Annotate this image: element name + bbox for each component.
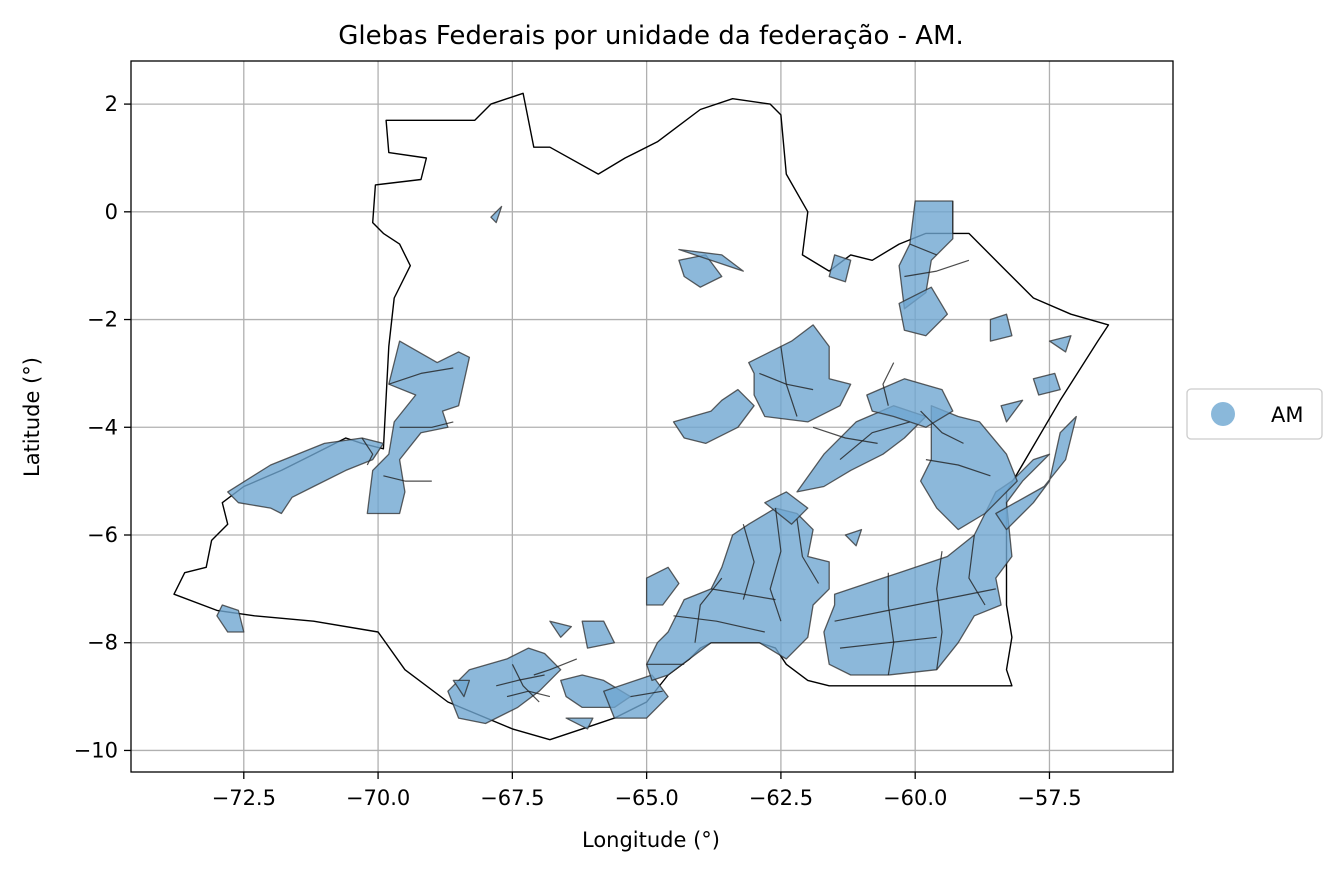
gleba-division-line-13 — [812, 426, 878, 444]
gleba-polygon-20 — [989, 313, 1013, 342]
gleba-polygon-25 — [581, 620, 616, 649]
gleba-division-line-2 — [796, 518, 820, 584]
gleba-division-line-17 — [925, 459, 991, 477]
x-tick-label-2: −67.5 — [480, 786, 544, 810]
gleba-division-line-4 — [673, 615, 765, 633]
gleba-polygon-9 — [919, 405, 1018, 531]
y-tick-label-6: −10 — [74, 738, 118, 762]
gleba-division-line-0 — [742, 524, 755, 600]
y-tick-label-0: 2 — [105, 92, 118, 116]
gleba-polygon-29 — [490, 205, 503, 224]
gleba-polygon-17 — [828, 254, 852, 283]
gleba-division-line-27 — [511, 664, 540, 703]
x-axis-ticks: −72.5 −70.0 −67.5 −65.0 −62.5 −60.0 −57.5 — [212, 772, 1082, 810]
gleba-polygon-16 — [672, 388, 755, 445]
gleba-division-line-15 — [882, 362, 895, 406]
gleba-division-line-19 — [904, 259, 970, 278]
gleba-polygon-26 — [549, 620, 573, 638]
gleba-division-line-16 — [920, 410, 964, 444]
y-tick-label-5: −8 — [87, 631, 118, 655]
gleba-division-lines — [361, 201, 996, 703]
x-axis-title: Longitude (°) — [582, 828, 720, 852]
gleba-polygon-12 — [796, 405, 927, 493]
gleba-division-line-21 — [388, 367, 454, 385]
gleba-division-line-25 — [496, 674, 545, 687]
gleba-division-line-8 — [834, 588, 996, 622]
x-tick-label-5: −60.0 — [883, 786, 947, 810]
y-tick-label-4: −6 — [87, 523, 118, 547]
x-tick-label-6: −57.5 — [1017, 786, 1081, 810]
gleba-division-line-7 — [936, 551, 943, 670]
gleba-division-line-10 — [968, 534, 986, 606]
gleba-polygon-24 — [764, 491, 809, 525]
legend-box — [1186, 388, 1323, 440]
gleba-polygon-10 — [995, 415, 1077, 531]
gleba-polygon-30 — [844, 528, 863, 547]
legend: AM — [1186, 388, 1323, 440]
gleba-polygon-15 — [898, 286, 949, 337]
y-tick-label-3: −4 — [87, 415, 118, 439]
gleba-division-line-20 — [909, 243, 937, 256]
gleba-polygon-22 — [1048, 335, 1072, 353]
gleba-division-line-23 — [383, 475, 432, 482]
chart-title: Glebas Federais por unidade da federação… — [338, 21, 964, 51]
gleba-polygon-21 — [1032, 372, 1061, 396]
y-axis-title: Latitude (°) — [20, 357, 44, 477]
gleba-polygon-23 — [1000, 399, 1024, 423]
gleba-polygon-6 — [645, 507, 830, 682]
glebas-layer — [216, 200, 1077, 730]
legend-marker-am — [1211, 402, 1235, 426]
gleba-division-line-5 — [694, 577, 723, 643]
gleba-polygon-5 — [603, 674, 669, 719]
gleba-division-line-6 — [887, 572, 895, 676]
plot-frame — [130, 60, 1174, 773]
gleba-division-line-28 — [533, 658, 578, 676]
gleba-polygon-19 — [678, 248, 744, 272]
gleba-division-line-1 — [769, 508, 782, 622]
gleba-division-line-14 — [839, 421, 910, 461]
gleba-polygon-11 — [748, 324, 852, 423]
x-tick-label-0: −72.5 — [212, 786, 276, 810]
gleba-division-line-24 — [361, 437, 374, 466]
x-tick-label-1: −70.0 — [346, 786, 410, 810]
y-tick-label-1: 0 — [105, 200, 118, 224]
gleba-polygon-2 — [216, 604, 245, 633]
gleba-division-line-12 — [780, 346, 798, 417]
gleba-division-line-29 — [630, 690, 663, 698]
y-axis-ticks: 2 0 −2 −4 −6 −8 −10 — [74, 92, 131, 762]
gleba-division-line-3 — [711, 588, 776, 601]
gleba-polygon-28 — [565, 717, 594, 730]
gleba-polygon-4 — [447, 647, 562, 725]
gleba-division-line-9 — [839, 636, 937, 649]
y-tick-label-2: −2 — [87, 308, 118, 332]
legend-label-am: AM — [1271, 403, 1303, 427]
gleba-polygon-13 — [866, 378, 954, 428]
gleba-polygon-7 — [645, 566, 680, 606]
x-tick-label-3: −65.0 — [614, 786, 678, 810]
gleba-polygon-1 — [227, 437, 385, 515]
x-tick-label-4: −62.5 — [749, 786, 813, 810]
gleba-polygon-27 — [452, 679, 471, 698]
gleba-division-line-22 — [399, 421, 454, 428]
